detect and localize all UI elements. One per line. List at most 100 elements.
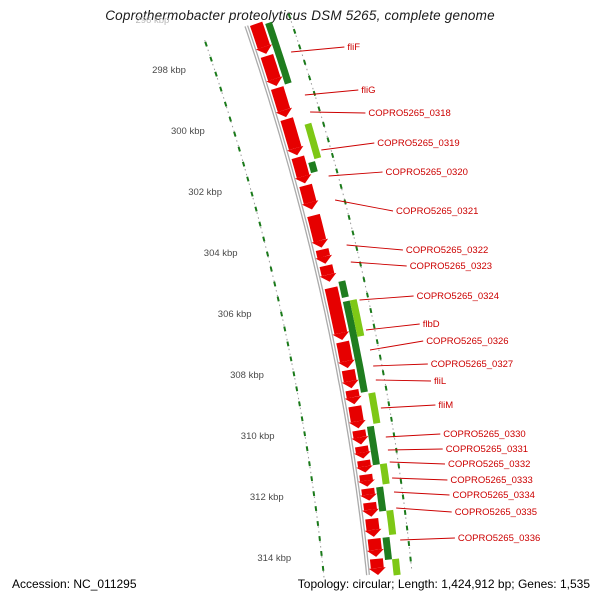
scale-tick [286,341,290,347]
scale-tick [322,121,326,127]
gene-arrow-body [354,445,369,454]
scale-tick [312,90,317,96]
gene-leader-line [328,171,383,177]
gene-arrow-body [341,368,357,383]
scale-tick [292,28,297,34]
gene-leader-line [335,199,394,212]
scale-label: 308 kbp [230,370,264,381]
right-dotted-line [287,11,413,570]
scale-tick [401,494,405,500]
gene-arrow-body [299,183,317,205]
gene-leader-line [369,340,424,351]
gene-arrow-body [307,213,327,243]
light-green-feature [392,558,401,576]
gene-arrow-head [266,76,283,87]
dark-green-feature [376,486,387,512]
scale-tick [397,463,401,469]
scale-tick [209,56,213,62]
gene-leader-line [321,142,375,151]
scale-tick [305,446,309,452]
gene-arrow-body [315,248,331,259]
scale-tick [289,356,293,362]
gene-arrow-body [359,473,373,482]
gene-arrow-head [332,331,350,341]
gene-arrow-head [255,44,272,54]
gene-label: COPRO5265_0327 [431,359,513,370]
scale-tick [219,86,223,92]
gene-arrow-head [311,238,329,248]
scale-tick [250,191,254,197]
accession-text: Accession: NC_011295 [12,577,137,591]
gene-label: COPRO5265_0334 [453,490,535,501]
scale-tick [228,116,232,122]
gene-label: COPRO5265_0336 [458,533,540,544]
gene-leader-line [346,244,403,251]
dark-green-feature [338,280,349,299]
gene-leader-line [389,461,446,465]
genome-backbone-gap [245,25,369,576]
scale-tick [387,401,391,407]
scale-tick [339,183,343,189]
gene-leader-line [365,323,420,331]
gene-leader-line [373,363,428,367]
light-green-feature [368,392,381,424]
gene-arrow-head [287,145,304,156]
scale-tick [351,230,355,236]
gene-arrow-head [338,359,355,369]
scale-tick [280,311,284,317]
gene-arrow-body [369,558,384,569]
gene-arrow-head [353,451,371,459]
scale-tick [237,146,241,152]
gene-arrow-head [368,567,386,575]
gene-arrow-body [319,264,335,277]
gene-arrow-body [291,155,310,179]
gene-leader-line [396,507,452,513]
scale-tick [375,339,379,345]
scale-tick [307,75,312,81]
gene-label: COPRO5265_0326 [426,336,508,347]
scale-tick [241,161,246,167]
scale-tick [395,447,398,453]
gene-arrow-body [345,389,360,399]
light-green-feature [304,122,322,160]
gene-label: COPRO5265_0321 [396,206,478,217]
scale-label: 296 kbp [135,15,169,26]
scale-tick [318,535,321,541]
scale-tick [310,476,314,482]
gene-arrow-head [356,465,373,473]
gene-arrow-body [357,459,371,468]
gene-arrow-body [361,487,375,496]
scale-label: 314 kbp [257,553,291,564]
gene-arrow-body [336,340,353,363]
scale-label: 304 kbp [204,248,238,259]
gene-arrow-body [365,518,380,531]
scale-tick [233,131,237,137]
scale-label: 300 kbp [171,126,205,137]
gene-leader-line [350,261,407,267]
gene-arrow-head [366,548,384,557]
scale-tick [292,371,296,377]
scale-tick [287,13,292,19]
scale-tick [369,308,373,314]
scale-tick [223,101,228,107]
gene-arrow-head [341,379,359,389]
scale-tick [273,281,277,287]
gene-arrow-head [348,419,366,429]
scale-label: 306 kbp [218,309,252,320]
scale-tick [276,296,280,302]
dark-green-feature [342,300,368,393]
gene-arrow-body [348,405,364,423]
gene-label: fliM [438,400,453,411]
gene-arrow-head [301,200,319,210]
scale-tick [320,550,323,556]
gene-arrow-body [270,86,291,113]
dark-green-feature [265,21,292,85]
gene-label: COPRO5265_0330 [443,429,525,440]
scale-label: 302 kbp [188,187,222,198]
scale-tick [405,525,409,531]
scale-tick [246,176,250,182]
light-green-feature [379,463,390,485]
gene-label: COPRO5265_0323 [410,261,492,272]
scale-tick [384,385,388,391]
